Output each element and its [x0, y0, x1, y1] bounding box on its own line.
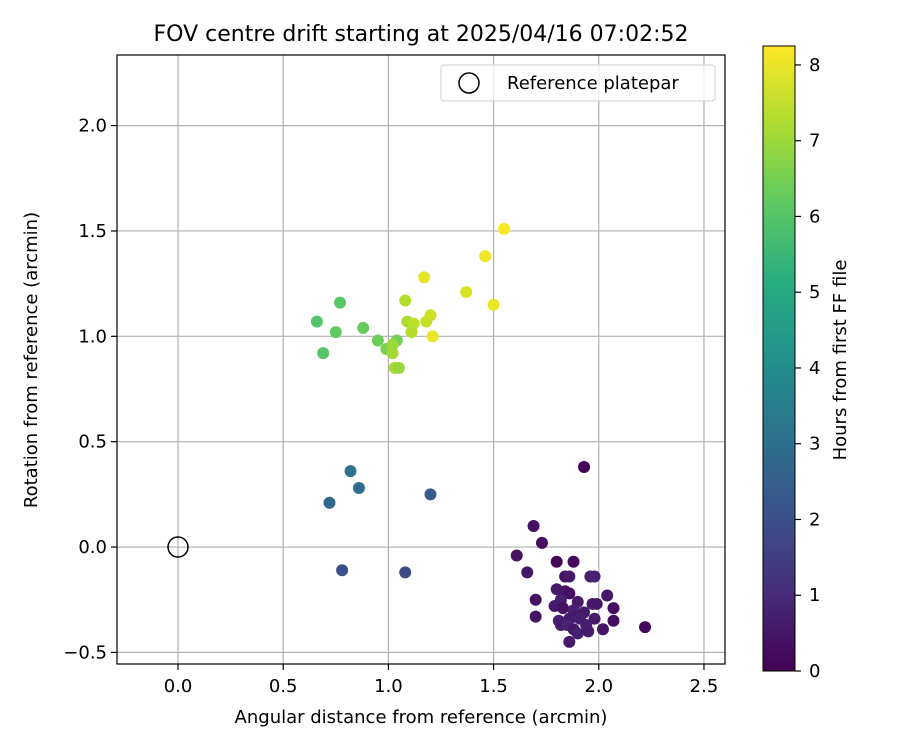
data-point	[596, 623, 609, 636]
colorbar-tick-label: 3	[809, 434, 820, 455]
colorbar: 0 1 2 3 4 5 6 7 8 Hours from first FF file	[762, 45, 851, 682]
data-point	[588, 612, 601, 625]
data-point	[357, 321, 370, 334]
x-tick-label: 0.0	[164, 676, 193, 697]
grid-lines	[117, 55, 725, 664]
y-tick-label: 1.5	[78, 221, 107, 242]
y-tick-label: 2.0	[78, 116, 107, 137]
data-point	[557, 602, 570, 615]
data-point	[334, 296, 347, 309]
data-point	[392, 361, 405, 374]
data-point	[405, 326, 418, 339]
reference-point-marker	[167, 536, 189, 558]
x-tick-label: 0.5	[269, 676, 298, 697]
data-point	[535, 536, 548, 549]
data-point	[607, 602, 620, 615]
x-tick-label: 2.0	[584, 676, 613, 697]
legend: Reference platepar	[440, 64, 716, 102]
data-point	[578, 460, 591, 473]
data-point	[386, 338, 399, 351]
data-point	[399, 294, 412, 307]
data-point	[527, 519, 540, 532]
data-point	[563, 570, 576, 583]
data-point	[529, 593, 542, 606]
y-tick-label: 0.5	[78, 432, 107, 453]
colorbar-tick-label: 0	[809, 661, 820, 682]
x-axis-ticks: 0.0 0.5 1.0 1.5 2.0 2.5	[164, 664, 719, 697]
y-axis-label: Rotation from reference (arcmin)	[21, 212, 42, 508]
data-point	[550, 555, 563, 568]
data-point	[479, 250, 492, 263]
data-point	[399, 566, 412, 579]
colorbar-tick-label: 4	[809, 358, 820, 379]
plot-area-frame	[116, 54, 726, 665]
x-tick-label: 1.5	[479, 676, 508, 697]
data-point	[498, 222, 511, 235]
x-axis-label: Angular distance from reference (arcmin)	[235, 707, 608, 728]
data-point	[424, 488, 437, 501]
data-points	[310, 222, 652, 648]
legend-hollow-circle-icon	[458, 72, 480, 94]
reference-platepar-marker	[167, 536, 189, 558]
colorbar-label: Hours from first FF file	[830, 260, 851, 461]
data-point	[601, 589, 614, 602]
data-point	[344, 465, 357, 478]
data-point	[336, 564, 349, 577]
data-point	[588, 570, 601, 583]
data-point	[352, 482, 365, 495]
data-point	[386, 347, 399, 360]
colorbar-ticks: 0 1 2 3 4 5 6 7 8	[795, 55, 820, 682]
data-point	[582, 625, 595, 638]
data-point	[571, 627, 584, 640]
data-point	[529, 610, 542, 623]
chart-title: FOV centre drift starting at 2025/04/16 …	[154, 22, 689, 47]
colorbar-gradient	[762, 45, 796, 672]
colorbar-tick-label: 5	[809, 282, 820, 303]
data-point	[590, 597, 603, 610]
data-point	[487, 298, 500, 311]
data-point	[460, 286, 473, 299]
data-point	[317, 347, 330, 360]
colorbar-tick-label: 6	[809, 206, 820, 227]
legend-label: Reference platepar	[507, 73, 679, 94]
data-point	[563, 635, 576, 648]
data-point	[418, 271, 431, 284]
x-tick-label: 1.0	[374, 676, 403, 697]
data-point	[323, 496, 336, 509]
data-point	[426, 330, 439, 343]
y-axis-ticks: −0.5 0.0 0.5 1.0 1.5 2.0	[63, 116, 117, 663]
data-point	[567, 555, 580, 568]
colorbar-tick-label: 2	[809, 509, 820, 530]
y-tick-label: 0.0	[78, 537, 107, 558]
data-point	[424, 309, 437, 322]
colorbar-tick-label: 1	[809, 585, 820, 606]
data-point	[510, 549, 523, 562]
data-point	[371, 334, 384, 347]
colorbar-tick-label: 8	[809, 55, 820, 76]
legend-box	[440, 64, 716, 102]
data-point	[607, 614, 620, 627]
data-point	[639, 621, 652, 634]
x-tick-label: 2.5	[690, 676, 719, 697]
data-point	[521, 566, 534, 579]
y-tick-label: −0.5	[63, 642, 107, 663]
data-point	[310, 315, 323, 328]
y-tick-label: 1.0	[78, 326, 107, 347]
colorbar-tick-label: 7	[809, 131, 820, 152]
data-point	[563, 587, 576, 600]
data-point	[329, 326, 342, 339]
